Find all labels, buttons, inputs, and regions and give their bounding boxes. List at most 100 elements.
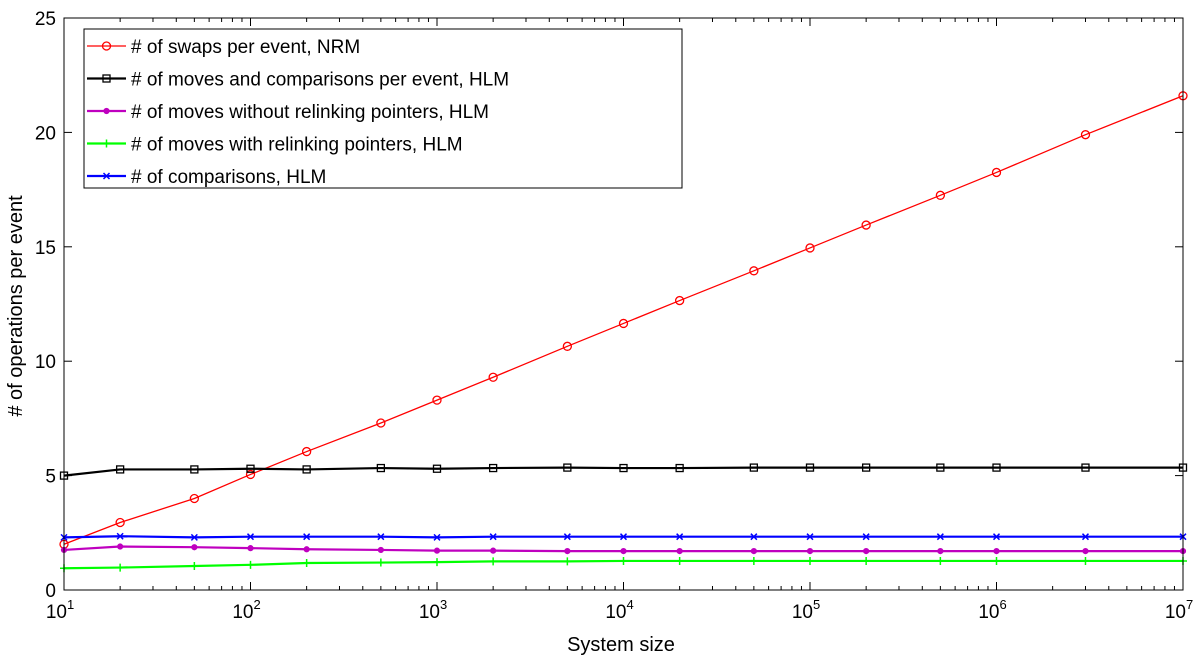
data-point-s2-7 xyxy=(432,464,442,473)
data-point-s2-15 xyxy=(936,463,945,472)
legend-swatch-marker xyxy=(103,107,110,115)
data-point-s5-3 xyxy=(190,533,198,541)
y-tick-label: 20 xyxy=(35,123,56,144)
legend-swatch-marker xyxy=(101,41,112,51)
series-2 xyxy=(59,463,1188,480)
data-point-s5-6 xyxy=(377,533,385,541)
data-point-s3-9 xyxy=(564,548,571,555)
data-point-s5-5 xyxy=(303,533,311,541)
legend-item-1: # of swaps per event, NRM xyxy=(87,37,360,58)
data-point-s2-13 xyxy=(805,463,815,472)
data-point-s1-2 xyxy=(115,517,125,528)
data-point-s4-17 xyxy=(1081,556,1090,565)
data-point-s2-9 xyxy=(563,463,572,472)
data-point-s2-6 xyxy=(376,463,386,473)
data-point-s3-10 xyxy=(620,548,627,555)
legend-item-5: # of comparisons, HLM xyxy=(87,167,326,188)
data-point-s3-2 xyxy=(117,543,124,550)
legend-label: # of swaps per event, NRM xyxy=(131,37,360,58)
legend-swatch-marker xyxy=(102,139,111,148)
data-point-s1-12 xyxy=(749,266,759,276)
data-point-s1-8 xyxy=(488,372,498,382)
data-point-s4-3 xyxy=(190,561,199,570)
data-point-s3-14 xyxy=(863,548,870,555)
data-point-s4-2 xyxy=(116,563,125,572)
data-point-s4-5 xyxy=(302,559,311,568)
data-point-s2-14 xyxy=(861,463,871,472)
data-point-s2-12 xyxy=(749,463,759,472)
legend-box xyxy=(83,28,683,189)
data-point-s5-10 xyxy=(619,533,628,541)
data-point-s1-10 xyxy=(618,318,629,329)
x-tick-label: 102 xyxy=(232,597,260,623)
series-line-5 xyxy=(63,535,1183,539)
data-point-s4-14 xyxy=(862,556,871,565)
data-point-s4-13 xyxy=(806,556,814,565)
legend: # of swaps per event, NRM # of moves and … xyxy=(83,28,683,189)
y-tick-label: 15 xyxy=(35,238,56,259)
data-point-s1-5 xyxy=(301,446,312,457)
series-3 xyxy=(60,543,1187,555)
data-point-s4-8 xyxy=(489,557,498,566)
data-point-s5-15 xyxy=(936,533,944,541)
legend-swatch-marker xyxy=(102,74,111,83)
data-point-s4-7 xyxy=(433,558,441,567)
y-tick-label: 25 xyxy=(35,9,56,30)
series-line-3 xyxy=(63,545,1183,553)
data-point-s3-4 xyxy=(247,545,254,552)
legend-item-3: # of moves without relinking pointers, H… xyxy=(87,102,489,123)
data-point-s5-16 xyxy=(992,533,1001,541)
y-tick-label: 5 xyxy=(45,467,56,488)
legend-item-4: # of moves with relinking pointers, HLM xyxy=(87,135,463,156)
legend-label: # of moves without relinking pointers, H… xyxy=(131,102,489,123)
data-point-s4-15 xyxy=(936,556,945,565)
data-point-s3-5 xyxy=(303,546,310,553)
data-point-s1-15 xyxy=(935,190,946,200)
data-point-s5-14 xyxy=(862,533,870,541)
data-point-s1-11 xyxy=(674,295,685,306)
data-point-s1-4 xyxy=(245,469,256,480)
data-point-s1-16 xyxy=(991,167,1002,178)
series-line-1 xyxy=(63,95,1184,545)
data-point-s3-13 xyxy=(806,548,814,555)
data-point-s4-12 xyxy=(749,556,758,565)
y-tick-label: 0 xyxy=(45,581,56,602)
data-point-s3-16 xyxy=(993,548,1000,555)
data-point-s5-8 xyxy=(489,533,497,541)
data-point-s2-16 xyxy=(992,463,1001,472)
series-line-2 xyxy=(63,466,1183,477)
data-point-s2-4 xyxy=(246,464,255,473)
legend-item-2: # of moves and comparisons per event, HL… xyxy=(87,70,509,91)
data-point-s1-6 xyxy=(376,418,386,428)
data-point-s5-4 xyxy=(246,533,255,541)
data-point-s3-12 xyxy=(750,548,757,555)
y-tick-label: 10 xyxy=(35,352,56,373)
data-point-s4-16 xyxy=(992,556,1001,565)
x-axis-label: System size xyxy=(567,634,675,656)
data-point-s2-8 xyxy=(488,463,498,473)
data-point-s5-2 xyxy=(116,532,124,540)
data-point-s2-10 xyxy=(619,463,628,473)
series-layer xyxy=(59,91,1188,573)
y-axis-label: # of operations per event xyxy=(5,195,27,417)
data-point-s1-17 xyxy=(1080,130,1091,140)
data-point-s5-9 xyxy=(563,533,571,541)
legend-swatch-marker xyxy=(102,172,111,180)
series-line-4 xyxy=(63,559,1183,570)
data-point-s3-8 xyxy=(490,547,497,554)
data-point-s3-15 xyxy=(937,548,944,555)
data-point-s1-9 xyxy=(562,341,573,351)
data-point-s5-17 xyxy=(1081,533,1090,541)
data-point-s2-17 xyxy=(1081,463,1090,472)
data-point-s2-5 xyxy=(302,465,311,474)
data-point-s5-12 xyxy=(750,533,758,541)
legend-label: # of moves and comparisons per event, HL… xyxy=(131,70,509,91)
data-point-s3-3 xyxy=(191,544,198,551)
legend-label: # of moves with relinking pointers, HLM xyxy=(131,135,463,156)
data-point-s2-3 xyxy=(190,465,199,474)
data-point-s5-11 xyxy=(676,533,684,541)
legend-label: # of comparisons, HLM xyxy=(131,167,326,188)
data-point-s4-4 xyxy=(246,560,255,569)
data-point-s1-3 xyxy=(189,493,200,504)
data-point-s2-2 xyxy=(115,465,125,474)
